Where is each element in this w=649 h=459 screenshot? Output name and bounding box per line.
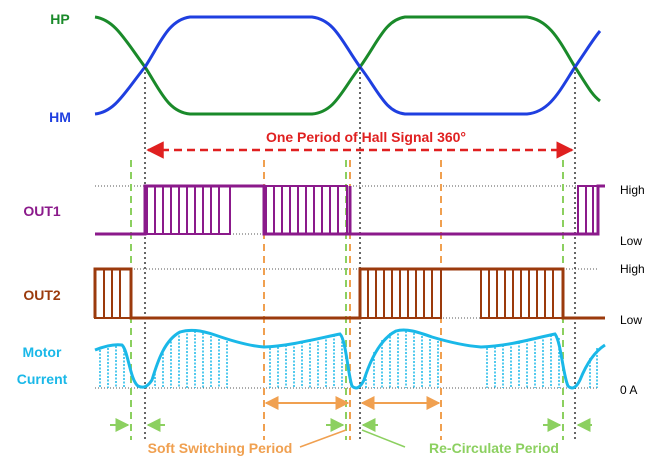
out2-pwm-block-3 [480,268,564,319]
soft-switch-leader [299,429,347,448]
hall-signals [94,15,602,116]
out1-label: OUT1 [23,203,61,219]
motor-current-waveform [94,328,606,390]
hp-label: HP [50,11,69,27]
hm-label: HM [49,109,71,125]
out1-waveform [95,184,605,236]
out2-high-label: High [620,262,645,276]
hall-period-label: One Period of Hall Signal 360° [266,129,466,145]
hall-crossing-guides [144,67,576,440]
motor-current-hatch [99,330,598,388]
out1-low-label: Low [620,234,642,248]
out2-waveform [93,267,605,320]
current-zero-label: 0 A [620,383,637,397]
out2-pwm-block-1 [94,268,132,319]
motor-current-trace [94,328,606,390]
out1-high-label: High [620,183,645,197]
out2-label: OUT2 [23,287,61,303]
green-guides [130,160,564,440]
out2-low-label: Low [620,313,642,327]
out1-pwm-block-3 [577,185,599,235]
out2-pwm-block-2 [359,268,442,319]
recirculate-leader [361,429,406,448]
orange-guides [263,160,442,440]
soft-switching-label: Soft Switching Period [148,440,293,456]
hm-waveform [94,15,602,116]
motor-current-label-line1: Motor [23,344,62,360]
hp-waveform [94,15,601,116]
motor-current-label-line2: Current [17,371,68,387]
out1-pwm-block-2 [265,185,348,235]
recirculate-label: Re-Circulate Period [429,440,559,456]
out1-pwm-block-1 [146,185,231,235]
